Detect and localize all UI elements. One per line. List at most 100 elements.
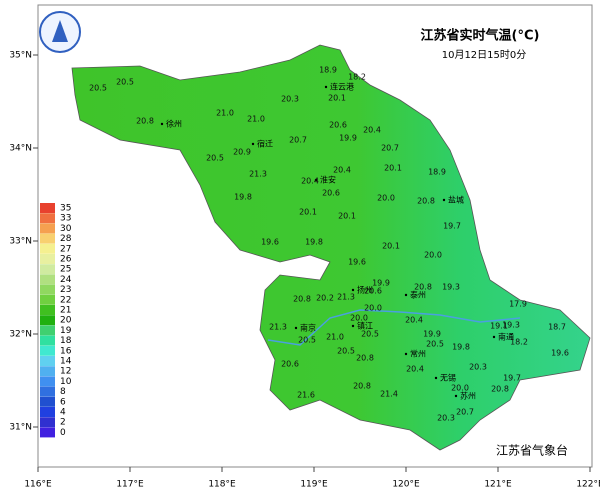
station-value: 19.8 [234, 193, 252, 202]
y-tick-label: 34°N [9, 144, 32, 154]
station-value: 19.9 [372, 279, 390, 288]
river [267, 309, 521, 346]
legend-swatch [40, 335, 55, 346]
city-label: 徐州 [166, 119, 182, 129]
legend-label: 14 [60, 357, 72, 367]
x-tick-label: 118°E [208, 480, 236, 490]
station-value: 21.3 [269, 323, 287, 332]
station-value: 20.1 [299, 208, 317, 217]
station-value: 18.2 [348, 73, 366, 82]
station-value: 19.8 [305, 238, 323, 247]
agency: 江苏省气象台 [496, 443, 568, 458]
station-value: 20.5 [89, 84, 107, 93]
legend-label: 35 [60, 204, 71, 214]
city-label: 淮安 [320, 175, 336, 185]
legend-label: 8 [60, 387, 66, 397]
legend-label: 28 [60, 234, 72, 244]
station-value: 20.8 [414, 283, 432, 292]
city-dot [442, 198, 446, 202]
legend-label: 12 [60, 367, 71, 377]
station-value: 19.9 [423, 330, 441, 339]
station-value: 21.3 [337, 293, 355, 302]
y-tick-label: 31°N [9, 423, 32, 433]
legend-label: 6 [60, 397, 66, 407]
station-value: 21.0 [247, 115, 265, 124]
station-value: 18.7 [548, 323, 566, 332]
legend-swatch [40, 233, 55, 244]
station-value: 20.5 [337, 347, 355, 356]
city-label: 泰州 [410, 290, 426, 300]
city-dot [251, 142, 255, 146]
x-tick-label: 117°E [116, 480, 144, 490]
legend-label: 25 [60, 265, 71, 275]
station-value: 20.4 [406, 365, 424, 374]
legend-swatch [40, 356, 55, 366]
station-value: 20.6 [364, 287, 382, 296]
station-value: 21.4 [380, 390, 398, 399]
legend-swatch [40, 243, 55, 254]
legend-label: 0 [60, 428, 66, 438]
station-value: 20.2 [316, 294, 334, 303]
station-value: 20.0 [424, 251, 442, 260]
station-value: 17.9 [509, 300, 527, 309]
station-value: 20.5 [116, 78, 134, 87]
station-value: 20.0 [364, 304, 382, 313]
station-value: 18.9 [428, 168, 446, 177]
city-dot [324, 85, 328, 89]
station-value: 20.0 [451, 384, 469, 393]
city-dot [314, 178, 318, 182]
legend-swatch [40, 264, 55, 275]
city-dot [351, 288, 355, 292]
legend-swatch [40, 325, 55, 336]
station-value: 20.3 [469, 363, 487, 372]
y-tick-label: 32°N [9, 330, 32, 340]
subtitle: 10月12日15时0分 [442, 49, 527, 61]
legend-swatch [40, 315, 55, 326]
station-value: 19.8 [452, 343, 470, 352]
x-tick-label: 121°E [484, 480, 512, 490]
station-value: 20.5 [298, 336, 316, 345]
city-label: 盐城 [448, 195, 464, 205]
legend-label: 4 [60, 408, 66, 418]
city-dot [404, 352, 408, 356]
station-value: 20.6 [322, 189, 340, 198]
legend-swatch [40, 376, 55, 387]
station-value: 19.6 [348, 258, 366, 267]
station-value: 20.1 [384, 164, 402, 173]
legend-label: 20 [60, 316, 72, 326]
city-label: 镇江 [357, 321, 373, 331]
x-tick-label: 120°E [392, 480, 420, 490]
legend-swatch [40, 305, 55, 315]
station-value: 20.8 [353, 382, 371, 391]
station-value: 20.5 [361, 330, 379, 339]
station-value: 20.4 [333, 166, 351, 175]
station-value: 20.9 [233, 148, 251, 157]
legend-label: 24 [60, 275, 72, 285]
city-label: 苏州 [460, 391, 476, 401]
station-value: 20.6 [329, 121, 347, 130]
legend-label: 21 [60, 306, 71, 316]
city-label: 宿迁 [257, 139, 273, 149]
legend-swatch [40, 396, 55, 407]
station-value: 20.1 [328, 94, 346, 103]
y-tick-label: 35°N [9, 51, 32, 61]
station-value: 21.0 [216, 109, 234, 118]
station-value: 19.7 [443, 222, 461, 231]
station-value: 21.3 [249, 170, 267, 179]
legend-label: 19 [60, 326, 72, 336]
station-value: 20.8 [491, 385, 509, 394]
legend-swatch [40, 254, 55, 264]
station-value: 20.4 [301, 177, 319, 186]
station-value: 20.8 [417, 197, 435, 206]
station-value: 20.8 [356, 354, 374, 363]
legend-label: 26 [60, 255, 72, 265]
station-value: 20.7 [289, 136, 307, 145]
legend-swatch [40, 407, 55, 417]
city-label: 扬州 [357, 285, 373, 295]
station-value: 19.6 [551, 349, 569, 358]
province-shape [71, 44, 591, 451]
legend-swatch [40, 274, 55, 285]
station-value: 20.0 [377, 194, 395, 203]
city-label: 无锡 [440, 374, 456, 383]
legend-swatch [40, 284, 55, 295]
